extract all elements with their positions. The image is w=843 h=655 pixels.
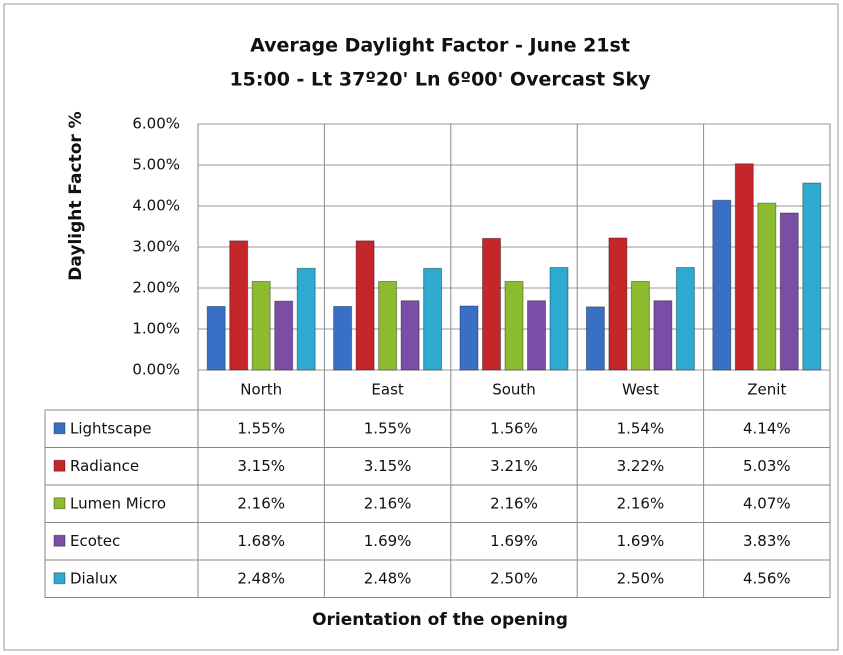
bar	[296, 267, 316, 371]
legend-label: Dialux	[70, 569, 118, 587]
y-tick-label: 0.00%	[132, 361, 180, 379]
legend-key	[53, 497, 66, 510]
table-value: 4.07%	[743, 494, 791, 512]
chart-subtitle: 15:00 - Lt 37º20' Ln 6º00' Overcast Sky	[229, 69, 651, 91]
x-tick-label: East	[371, 381, 403, 399]
y-axis-title: Daylight Factor %	[66, 111, 86, 280]
y-tick-label: 1.00%	[132, 320, 180, 338]
table-value: 2.16%	[237, 494, 285, 512]
bar	[802, 182, 822, 371]
x-tick-label: North	[240, 381, 282, 399]
table-value: 1.54%	[617, 419, 665, 437]
table-value: 3.83%	[743, 532, 791, 550]
legend-key	[53, 534, 66, 547]
x-axis-title: Orientation of the opening	[312, 610, 568, 630]
legend-key	[53, 572, 66, 585]
legend-label: Radiance	[70, 457, 139, 475]
bar	[400, 300, 420, 371]
table-value: 2.16%	[617, 494, 665, 512]
table-value: 1.55%	[237, 419, 285, 437]
bar	[333, 305, 353, 371]
y-tick-label: 2.00%	[132, 279, 180, 297]
bar	[206, 305, 226, 371]
table-value: 3.15%	[364, 457, 412, 475]
bar	[355, 240, 375, 371]
bar	[675, 267, 695, 371]
x-tick-label: Zenit	[747, 381, 786, 399]
legend-key	[53, 422, 66, 435]
bar	[585, 306, 605, 371]
table-value: 2.48%	[237, 569, 285, 587]
x-tick-label: West	[622, 381, 659, 399]
table-value: 2.16%	[490, 494, 538, 512]
legend-key	[53, 459, 66, 472]
table-value: 3.22%	[617, 457, 665, 475]
x-tick-label: South	[492, 381, 536, 399]
bar	[653, 300, 673, 371]
table-value: 4.56%	[743, 569, 791, 587]
table-value: 1.56%	[490, 419, 538, 437]
table-value: 2.16%	[364, 494, 412, 512]
legend-label: Lightscape	[70, 419, 151, 437]
bar	[423, 267, 443, 371]
table-value: 2.50%	[490, 569, 538, 587]
bar	[712, 199, 732, 371]
bar	[630, 280, 650, 371]
table-value: 1.69%	[617, 532, 665, 550]
table-value: 5.03%	[743, 457, 791, 475]
y-tick-label: 5.00%	[132, 156, 180, 174]
bar	[504, 280, 524, 371]
bar	[549, 267, 569, 371]
table-value: 2.48%	[364, 569, 412, 587]
y-tick-label: 3.00%	[132, 238, 180, 256]
bar	[482, 237, 501, 371]
table-value: 1.69%	[364, 532, 412, 550]
bar	[274, 300, 294, 371]
bar	[608, 237, 628, 371]
bar	[378, 280, 398, 371]
legend-label: Lumen Micro	[70, 494, 166, 512]
y-tick-label: 6.00%	[132, 115, 180, 133]
legend-label: Ecotec	[70, 532, 120, 550]
bar	[757, 202, 777, 371]
bar	[527, 300, 546, 371]
table-frame	[44, 409, 831, 598]
bar	[229, 240, 249, 371]
table-value: 3.15%	[237, 457, 285, 475]
table-value: 4.14%	[743, 419, 791, 437]
bar	[779, 212, 799, 371]
table-value: 1.55%	[364, 419, 412, 437]
bar	[251, 280, 271, 371]
table-value: 2.50%	[617, 569, 665, 587]
chart-title: Average Daylight Factor - June 21st	[250, 35, 630, 57]
table-value: 3.21%	[490, 457, 538, 475]
y-tick-label: 4.00%	[132, 197, 180, 215]
table-value: 1.69%	[490, 532, 538, 550]
bar	[459, 305, 479, 371]
bar	[734, 163, 754, 371]
table-value: 1.68%	[237, 532, 285, 550]
